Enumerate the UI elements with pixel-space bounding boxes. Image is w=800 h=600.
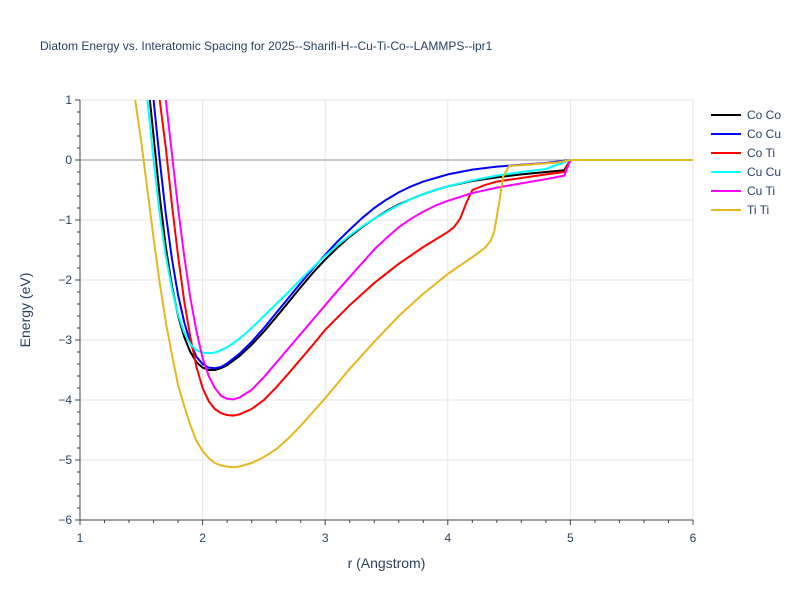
legend-item[interactable]: Co Cu [711, 127, 781, 141]
x-tick-label: 1 [77, 531, 84, 545]
legend-label: Co Ti [747, 146, 775, 160]
legend-label: Cu Cu [747, 165, 781, 179]
y-tick-label: −1 [58, 213, 72, 227]
chart-title: Diatom Energy vs. Interatomic Spacing fo… [40, 39, 493, 53]
x-tick-label: 6 [690, 531, 697, 545]
legend-label: Cu Ti [747, 184, 775, 198]
plot-area [80, 100, 693, 520]
x-tick-label: 4 [444, 531, 451, 545]
legend-item[interactable]: Ti Ti [711, 203, 769, 217]
y-tick-label: 0 [65, 153, 72, 167]
y-axis-label: Energy (eV) [17, 273, 33, 348]
legend-label: Ti Ti [747, 203, 769, 217]
y-tick-label: 1 [65, 93, 72, 107]
y-tick-label: −3 [58, 333, 72, 347]
legend-label: Co Cu [747, 127, 781, 141]
legend-label: Co Co [747, 108, 781, 122]
y-tick-label: −4 [58, 393, 72, 407]
y-tick-label: −5 [58, 453, 72, 467]
series-line-ti-ti [134, 100, 693, 469]
legend: Co Co Co Cu Co Ti Cu Cu Cu Ti Ti Ti [711, 108, 781, 217]
series-line-co-co [148, 100, 693, 371]
legend-item[interactable]: Co Ti [711, 146, 775, 160]
legend-item[interactable]: Cu Cu [711, 165, 781, 179]
legend-item[interactable]: Cu Ti [711, 184, 775, 198]
x-tick-label: 2 [199, 531, 206, 545]
series-line-cu-ti [164, 100, 693, 401]
series-layer [134, 100, 693, 469]
series-line-cu-cu [146, 100, 693, 355]
legend-item[interactable]: Co Co [711, 108, 781, 122]
y-tick-label: −2 [58, 273, 72, 287]
axes-layer [75, 99, 694, 525]
x-axis-label: r (Angstrom) [348, 555, 426, 571]
series-line-co-ti [158, 100, 693, 417]
tick-label-layer: 1 2 3 4 5 6 1 0 −1 −2 −3 −4 −5 −6 [58, 93, 696, 545]
x-tick-label: 3 [322, 531, 329, 545]
x-tick-label: 5 [567, 531, 574, 545]
y-tick-label: −6 [58, 513, 72, 527]
